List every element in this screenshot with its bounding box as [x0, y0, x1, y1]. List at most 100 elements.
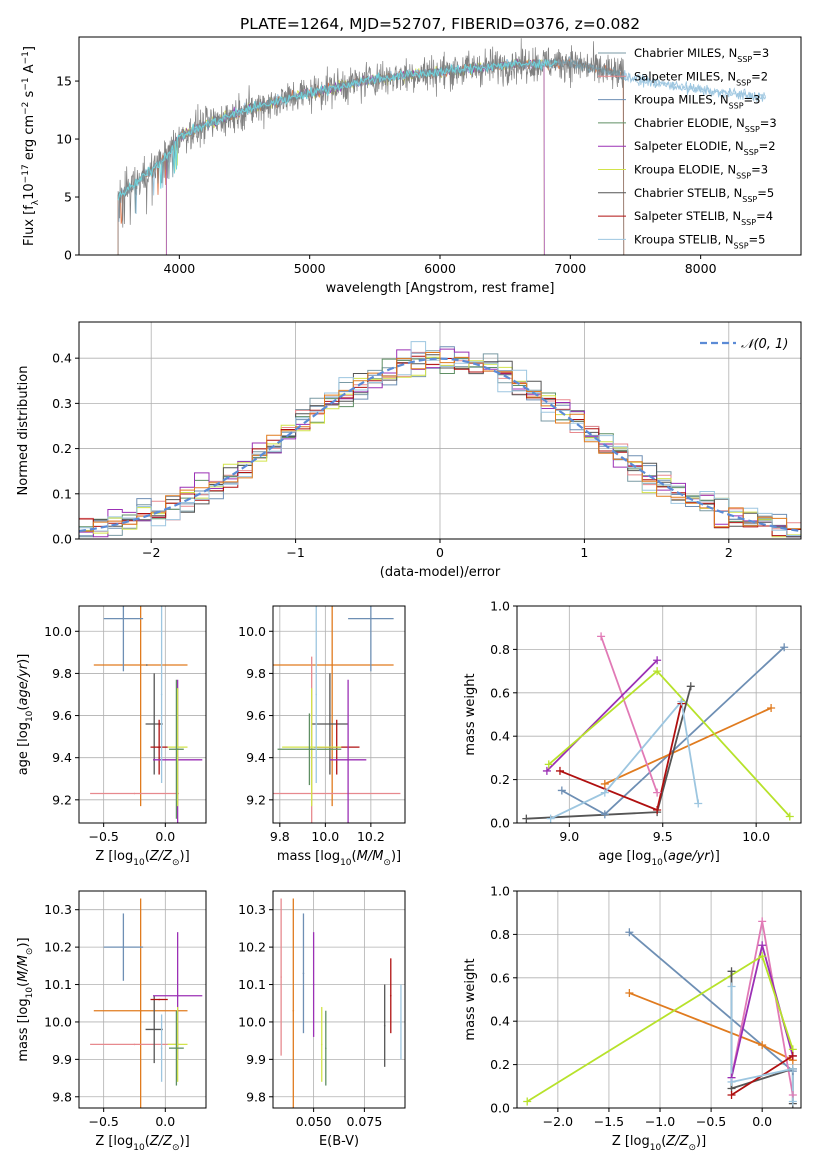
- x-tick-label: 8000: [685, 261, 717, 276]
- histogram-stelib_kroupa: [79, 341, 801, 536]
- panel-weight_vs_age: 9.0 9.5 10.0 0.0 0.2 0.4 0.6 0.8 1.0 age [log10(a…: [463, 599, 802, 868]
- data-point: [139, 1009, 142, 1012]
- x-tick-label: 10.0: [311, 829, 339, 844]
- x-axis-label: E(B-V): [319, 1134, 359, 1149]
- axes-frame: [78, 321, 802, 540]
- y-tick-label: 9.2: [52, 792, 72, 807]
- legend-entry: Kroupa MILES, NSSP=3: [634, 93, 760, 111]
- y-tick-label: 5: [64, 190, 72, 205]
- y-tick-label: 1.0: [490, 599, 510, 614]
- series-kroupa-elodie: [165, 58, 545, 255]
- y-tick-label: 0.3: [52, 396, 72, 411]
- y-axis-label: Normed distribution: [16, 366, 31, 496]
- y-tick-label: 10.3: [44, 902, 72, 917]
- x-tick-label: 6000: [424, 261, 456, 276]
- y-tick-label: 10.0: [44, 1014, 72, 1029]
- data-marker: [625, 928, 634, 937]
- legend-entry: Salpeter STELIB, NSSP=4: [634, 209, 773, 227]
- y-axis-label: mass weight: [463, 673, 478, 755]
- y-tick-label: 0.4: [490, 729, 510, 744]
- legend-entry: Chabrier ELODIE, NSSP=3: [634, 116, 777, 133]
- data-point: [310, 746, 313, 748]
- x-tick-label: 4000: [163, 261, 195, 276]
- y-tick-label: 0.2: [490, 772, 510, 787]
- axes-frame: [516, 605, 802, 824]
- data-marker: [727, 1077, 736, 1086]
- data-point: [280, 976, 282, 978]
- axes-frame: [78, 605, 207, 824]
- x-tick-label: 5000: [294, 261, 326, 276]
- data-marker: [788, 1097, 797, 1106]
- panel-weight_vs_Z: −2.0 −1.5 −1.0 −0.5 0.0 0.0 0.2 0.4 0.6 0.8 1.0 Z […: [463, 884, 802, 1153]
- y-tick-label: 9.6: [246, 708, 266, 723]
- x-tick-label: 0.0: [155, 829, 175, 844]
- data-marker: [767, 703, 776, 712]
- data-point: [176, 1043, 179, 1046]
- data-marker: [625, 988, 634, 997]
- panel-mass_vs_ebv: 0.050 0.075 9.8 9.9 10.0 10.1 10.2 10.3 E(B-V): [238, 890, 406, 1149]
- plot-area-spectrum: [117, 38, 767, 255]
- y-tick-label: 9.8: [52, 666, 72, 681]
- legend-entry: Chabrier STELIB, NSSP=5: [634, 186, 774, 204]
- y-tick-label: 9.4: [246, 750, 266, 765]
- y-tick-label: 0.2: [490, 1057, 510, 1072]
- y-tick-label: 10.0: [238, 624, 266, 639]
- legend-entry: 𝒩(0, 1): [741, 337, 788, 352]
- data-point: [176, 746, 179, 748]
- y-tick-label: 0.0: [52, 532, 72, 547]
- x-tick-label: −2: [142, 545, 160, 560]
- data-marker: [780, 643, 789, 652]
- series-stelib_chabrier: [526, 686, 692, 820]
- y-tick-label: 15: [56, 74, 72, 89]
- y-tick-label: 9.4: [52, 750, 72, 765]
- x-tick-label: −0.5: [88, 1114, 118, 1129]
- y-tick-label: 10.2: [238, 940, 266, 955]
- y-tick-label: 0.0: [490, 1101, 510, 1116]
- x-axis-label: Z [log10(Z/Z⊙)]: [95, 849, 189, 868]
- x-tick-label: −1.5: [594, 1114, 624, 1129]
- series-observed-spectrum: [117, 38, 625, 255]
- axes-frame: [78, 36, 802, 256]
- series-salpeter-miles: [117, 57, 625, 255]
- series-elodie_salpeter: [546, 659, 658, 772]
- data-marker: [758, 1041, 767, 1050]
- data-point: [139, 664, 142, 666]
- data-point: [329, 723, 331, 725]
- y-tick-label: 9.8: [52, 1089, 72, 1104]
- y-tick-label: 9.9: [246, 1052, 266, 1067]
- data-marker: [694, 799, 703, 808]
- data-point: [175, 1047, 178, 1049]
- data-point: [315, 693, 318, 696]
- data-point: [146, 664, 148, 666]
- axes-frame: [516, 890, 802, 1109]
- x-axis-label: age [log10(age/yr)]: [598, 849, 720, 868]
- data-marker: [653, 667, 662, 676]
- data-point: [292, 1009, 295, 1012]
- data-marker: [727, 982, 736, 991]
- panel-mass_vs_Z: −0.5 0.0 9.8 9.9 10.0 10.1 10.2 10.3 Z [log10(Z/…: [16, 890, 207, 1153]
- data-marker: [785, 812, 794, 821]
- data-point: [302, 972, 305, 975]
- histogram-orange: [79, 352, 801, 532]
- y-tick-label: 10.1: [44, 977, 72, 992]
- data-point: [389, 994, 392, 997]
- data-marker: [758, 952, 767, 961]
- data-marker: [686, 682, 695, 691]
- x-tick-label: 1: [580, 545, 588, 560]
- x-tick-label: −0.5: [88, 829, 118, 844]
- data-marker: [522, 814, 531, 823]
- data-point: [160, 1047, 163, 1049]
- data-marker: [544, 760, 553, 769]
- data-point: [122, 617, 125, 620]
- x-tick-label: 2: [725, 545, 733, 560]
- data-point: [383, 1024, 386, 1027]
- x-axis-label: Z [log10(Z/Z⊙)]: [612, 1134, 706, 1153]
- data-point: [158, 998, 160, 1001]
- y-tick-label: 0.8: [490, 927, 510, 942]
- x-tick-label: −2.0: [543, 1114, 573, 1129]
- y-axis-label: age [log10(age/yr)]: [16, 654, 35, 776]
- data-marker: [758, 941, 767, 950]
- figure-title: PLATE=1264, MJD=52707, FIBERID=0376, z=0…: [240, 15, 640, 33]
- series-salpeter-elodie: [165, 58, 545, 255]
